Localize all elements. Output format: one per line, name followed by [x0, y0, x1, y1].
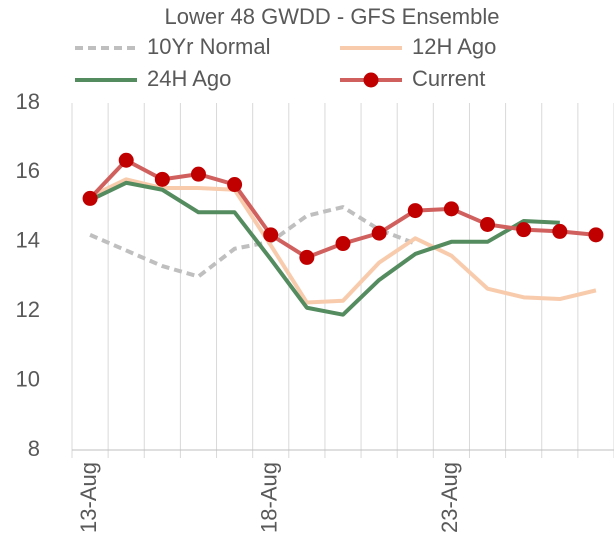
data-point — [190, 166, 206, 182]
y-tick-label: 18 — [16, 89, 40, 114]
series-line — [89, 205, 416, 279]
x-tick-label: 13-Aug — [76, 462, 101, 533]
data-point — [154, 171, 170, 187]
legend-label: 12H Ago — [412, 34, 496, 59]
data-point — [443, 201, 459, 217]
data-point — [335, 236, 351, 252]
data-point — [516, 222, 532, 238]
data-point — [588, 227, 604, 243]
x-tick-label: 23-Aug — [437, 462, 462, 533]
data-point — [407, 203, 423, 219]
y-tick-label: 16 — [16, 158, 40, 183]
y-tick-label: 14 — [16, 228, 40, 253]
legend-marker — [363, 72, 379, 88]
series-line — [89, 177, 597, 305]
data-point — [552, 223, 568, 239]
legend-label: 10Yr Normal — [147, 34, 270, 59]
legend-label: 24H Ago — [147, 66, 231, 91]
data-point — [82, 190, 98, 206]
data-point — [227, 177, 243, 193]
y-tick-label: 8 — [28, 436, 40, 461]
data-point — [480, 216, 496, 232]
data-point — [118, 152, 134, 168]
series-line — [89, 180, 560, 317]
chart-title: Lower 48 GWDD - GFS Ensemble — [165, 4, 500, 29]
data-point — [263, 227, 279, 243]
x-tick-label: 18-Aug — [257, 462, 282, 533]
legend-label: Current — [412, 66, 485, 91]
data-point — [371, 225, 387, 241]
y-tick-label: 12 — [16, 297, 40, 322]
data-point — [299, 249, 315, 265]
y-tick-label: 10 — [16, 366, 40, 391]
